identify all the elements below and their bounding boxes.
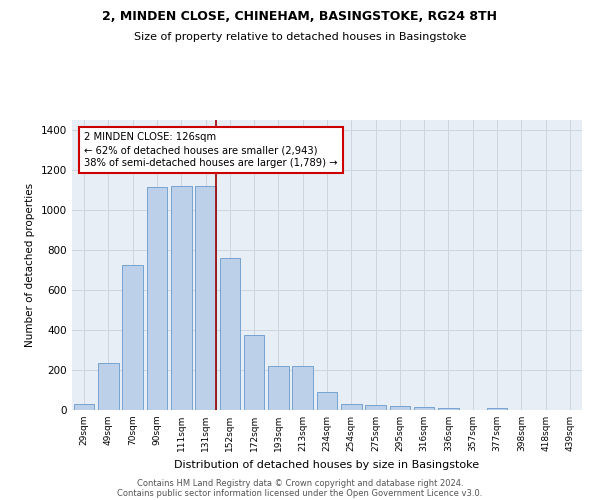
Bar: [341, 404, 362, 410]
Bar: [414, 407, 434, 410]
Y-axis label: Number of detached properties: Number of detached properties: [25, 183, 35, 347]
Bar: [98, 363, 119, 410]
Bar: [74, 404, 94, 410]
Bar: [171, 186, 191, 410]
Bar: [389, 406, 410, 410]
Text: Size of property relative to detached houses in Basingstoke: Size of property relative to detached ho…: [134, 32, 466, 42]
Text: 2, MINDEN CLOSE, CHINEHAM, BASINGSTOKE, RG24 8TH: 2, MINDEN CLOSE, CHINEHAM, BASINGSTOKE, …: [103, 10, 497, 23]
Bar: [487, 408, 508, 410]
Bar: [244, 335, 265, 410]
Bar: [292, 366, 313, 410]
Bar: [365, 405, 386, 410]
Text: Contains public sector information licensed under the Open Government Licence v3: Contains public sector information licen…: [118, 488, 482, 498]
Text: Contains HM Land Registry data © Crown copyright and database right 2024.: Contains HM Land Registry data © Crown c…: [137, 478, 463, 488]
Bar: [438, 408, 459, 410]
X-axis label: Distribution of detached houses by size in Basingstoke: Distribution of detached houses by size …: [175, 460, 479, 469]
Bar: [268, 366, 289, 410]
Bar: [220, 258, 240, 410]
Text: 2 MINDEN CLOSE: 126sqm
← 62% of detached houses are smaller (2,943)
38% of semi-: 2 MINDEN CLOSE: 126sqm ← 62% of detached…: [85, 132, 338, 168]
Bar: [146, 187, 167, 410]
Bar: [317, 392, 337, 410]
Bar: [195, 186, 216, 410]
Bar: [122, 265, 143, 410]
